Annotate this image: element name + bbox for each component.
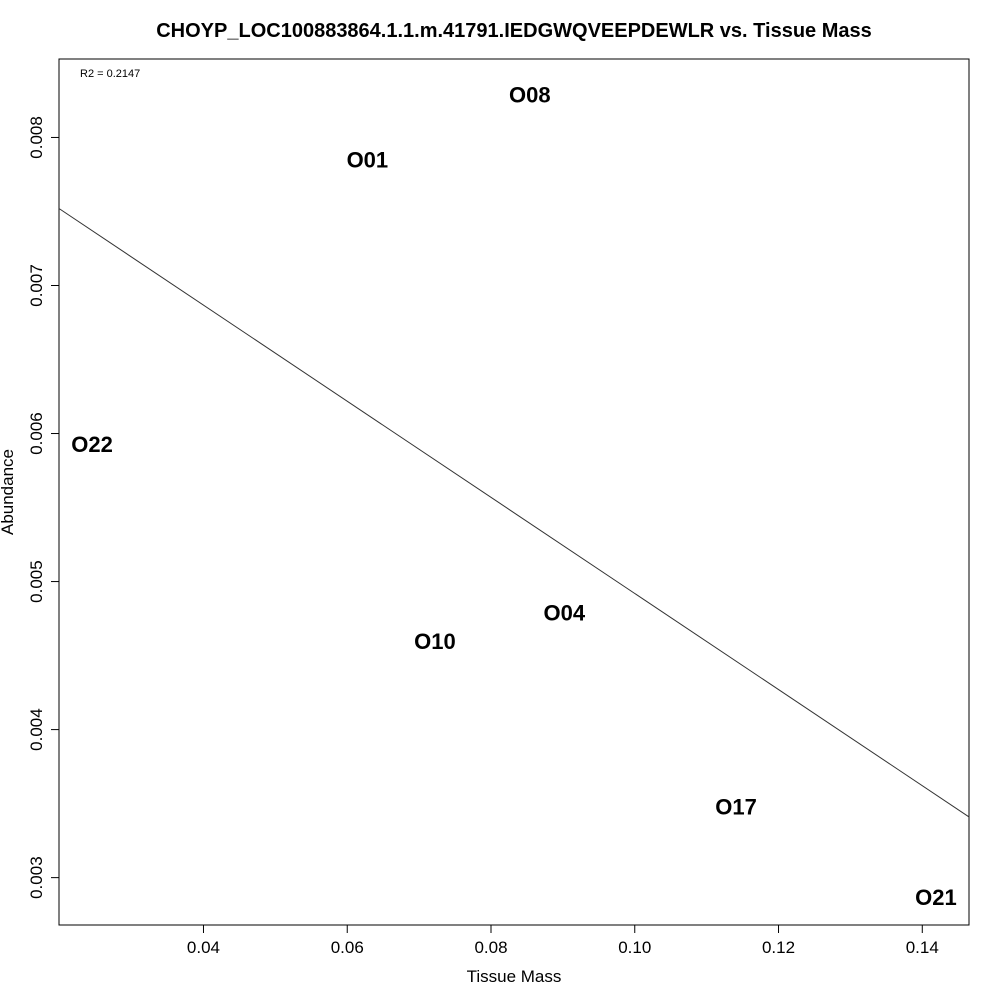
y-tick-label: 0.007 (27, 264, 46, 307)
y-tick-label: 0.005 (27, 560, 46, 603)
point-label-o10: O10 (414, 629, 456, 654)
regression-line (58, 208, 970, 818)
y-tick-label: 0.008 (27, 116, 46, 159)
y-axis-label: Abundance (0, 449, 17, 535)
y-tick-label: 0.004 (27, 708, 46, 751)
x-axis: 0.04 0.06 0.08 0.10 0.12 0.14 (187, 924, 939, 957)
y-axis: 0.003 0.004 0.005 0.006 0.007 0.008 (27, 116, 60, 899)
x-tick-label: 0.12 (762, 938, 795, 957)
x-tick-label: 0.14 (906, 938, 939, 957)
point-label-o08: O08 (509, 83, 551, 108)
x-tick-label: 0.08 (474, 938, 507, 957)
data-labels: O08 O01 O22 O04 O10 O17 O21 (71, 83, 956, 910)
r2-annotation: R2 = 0.2147 (80, 68, 140, 80)
y-tick-label: 0.003 (27, 856, 46, 899)
chart-title: CHOYP_LOC100883864.1.1.m.41791.IEDGWQVEE… (156, 20, 872, 42)
x-tick-label: 0.04 (187, 938, 220, 957)
x-tick-label: 0.10 (618, 938, 651, 957)
x-axis-label: Tissue Mass (467, 967, 562, 986)
point-label-o01: O01 (347, 148, 389, 173)
point-label-o04: O04 (544, 601, 586, 626)
point-label-o17: O17 (715, 795, 757, 820)
plot-area-frame (58, 58, 970, 926)
y-tick-label: 0.006 (27, 412, 46, 455)
point-label-o21: O21 (915, 885, 957, 910)
x-tick-label: 0.06 (331, 938, 364, 957)
point-label-o22: O22 (71, 432, 113, 457)
